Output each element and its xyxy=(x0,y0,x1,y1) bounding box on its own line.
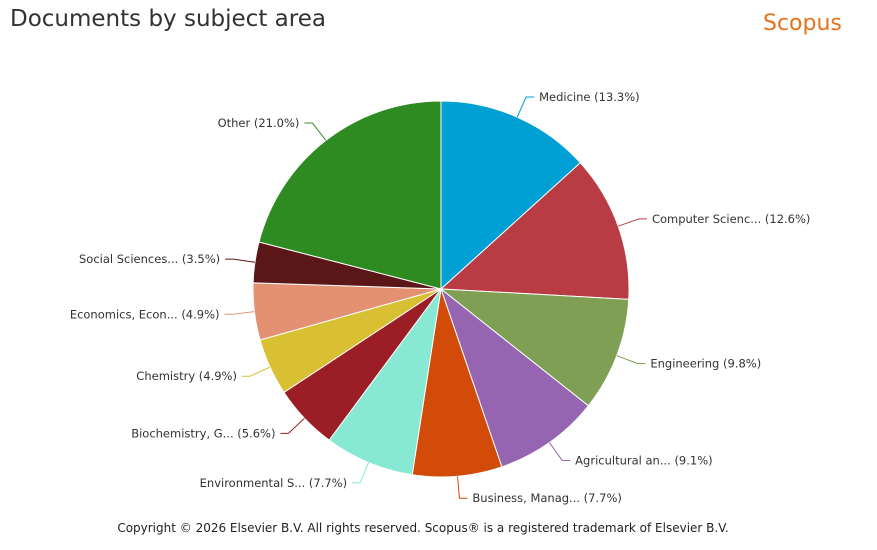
connector-computer-scienc xyxy=(618,218,647,227)
connector-economics-econ xyxy=(224,311,255,315)
slice-label-agricultural-an: Agricultural an... (9.1%) xyxy=(575,454,712,468)
pie-slice-agricultural-an[interactable] xyxy=(439,287,590,468)
connector-agricultural-an xyxy=(549,442,571,462)
connector-business-manag xyxy=(457,476,468,499)
slice-label-business-manag: Business, Manag... (7.7%) xyxy=(472,491,621,505)
connector-engineering xyxy=(616,355,646,364)
slice-label-medicine: Medicine (13.3%) xyxy=(539,90,640,104)
slice-label-social-sciences: Social Sciences... (3.5%) xyxy=(79,252,220,266)
slice-label-economics-econ: Economics, Econ... (4.9%) xyxy=(70,307,220,321)
connector-environmental-s xyxy=(352,462,370,484)
pie-slice-other[interactable] xyxy=(258,100,442,290)
slice-label-other: Other (21.0%) xyxy=(218,116,300,130)
connector-social-sciences xyxy=(225,258,255,263)
connector-biochemistry-g xyxy=(280,417,305,434)
slice-label-chemistry: Chemistry (4.9%) xyxy=(136,369,237,383)
scopus-logo: Scopus xyxy=(763,11,842,36)
slice-label-engineering: Engineering (9.8%) xyxy=(650,356,761,370)
slice-label-computer-scienc: Computer Scienc... (12.6%) xyxy=(652,212,810,226)
connector-other xyxy=(304,122,327,141)
connector-chemistry xyxy=(241,366,271,377)
pie-slice-computer-scienc[interactable] xyxy=(439,162,630,300)
copyright-footer: Copyright © 2026 Elsevier B.V. All right… xyxy=(117,521,729,535)
slice-label-environmental-s: Environmental S... (7.7%) xyxy=(200,476,347,490)
chart-title: Documents by subject area xyxy=(10,6,326,32)
slice-label-biochemistry-g: Biochemistry, G... (5.6%) xyxy=(131,426,275,440)
connector-medicine xyxy=(516,96,535,118)
pie-slice-engineering[interactable] xyxy=(439,288,630,407)
